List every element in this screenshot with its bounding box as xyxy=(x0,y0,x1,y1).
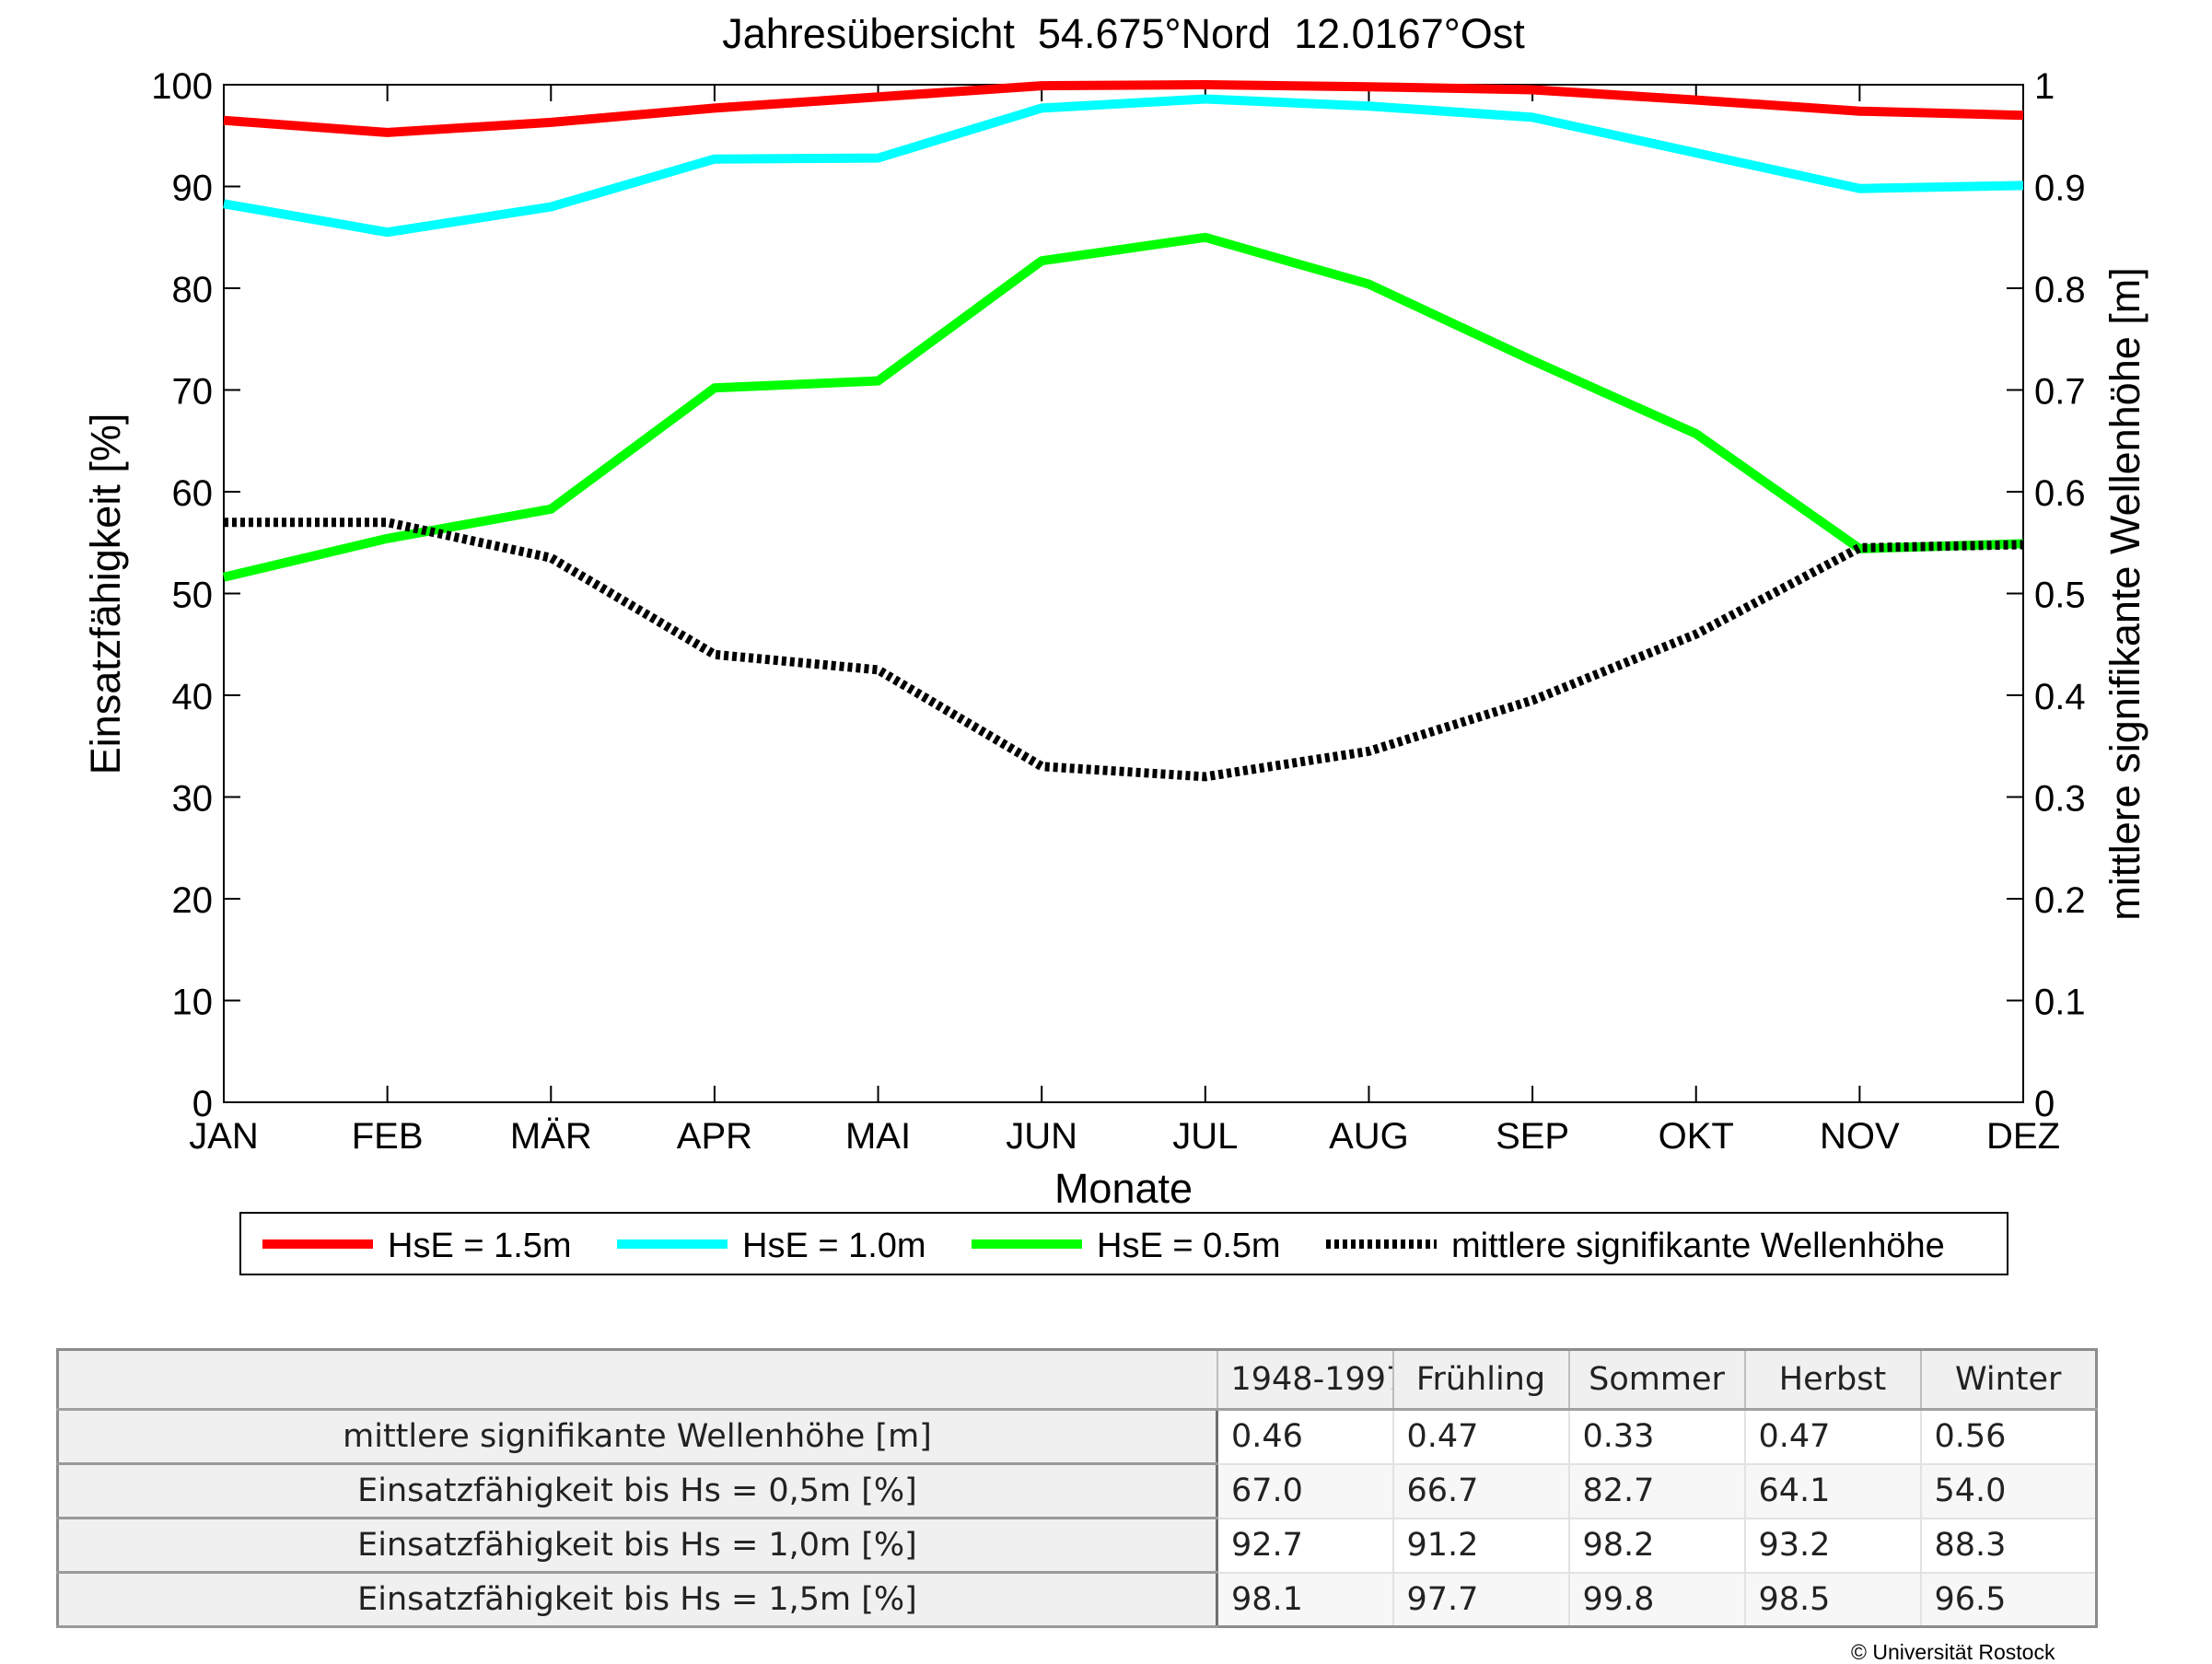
x-tick-label: JUN xyxy=(1006,1116,1077,1157)
series-line xyxy=(223,80,2024,137)
x-tick-label: DEZ xyxy=(1986,1116,2060,1157)
chart-title: Jahresübersicht 54.675°Nord 12.0167°Ost xyxy=(722,10,1525,57)
table-cell: 98.5 xyxy=(1743,1571,1922,1628)
table-cell: 98.1 xyxy=(1216,1571,1394,1628)
table-column-header: Herbst xyxy=(1743,1348,1922,1411)
table-column-header: Frühling xyxy=(1391,1348,1570,1411)
x-tick-label: FEB xyxy=(352,1116,424,1157)
summary-table: 1948-1997 Frühling Sommer Herbst Winter … xyxy=(56,1348,2098,1628)
table-cell: 64.1 xyxy=(1743,1462,1922,1519)
x-tick-label: AUG xyxy=(1329,1116,1409,1157)
y2-tick-label: 0.3 xyxy=(2034,779,2086,820)
y-tick-label: 20 xyxy=(172,880,214,921)
x-tick-label: JUL xyxy=(1172,1116,1238,1157)
y2-tick-label: 1 xyxy=(2034,66,2055,107)
y-tick-label: 70 xyxy=(172,372,214,413)
table-cell: 88.3 xyxy=(1919,1517,2098,1574)
y-tick-label: 40 xyxy=(172,677,214,717)
copyright-notice: © Universität Rostock xyxy=(1851,1640,2055,1664)
x-tick-label: APR xyxy=(677,1116,752,1157)
y-tick-label: 80 xyxy=(172,270,214,310)
y-tick-label: 50 xyxy=(172,576,214,616)
y-tick-label: 30 xyxy=(172,779,214,820)
y2-axis-label: mittlere signifikante Wellenhöhe [m] xyxy=(2101,267,2148,921)
legend-label: HsE = 1.0m xyxy=(742,1227,926,1265)
y2-tick-label: 0.9 xyxy=(2034,169,2086,209)
y-tick-label: 100 xyxy=(151,66,213,107)
table-row: mittlere signifikante Wellenhöhe [m] 0.4… xyxy=(56,1408,2098,1465)
plot-area xyxy=(223,84,2024,1103)
table-corner-cell xyxy=(56,1348,1218,1411)
y2-tick-label: 0.4 xyxy=(2034,677,2086,717)
table-cell: 92.7 xyxy=(1216,1517,1394,1574)
table-cell: 99.8 xyxy=(1567,1571,1746,1628)
table-column-header: Winter xyxy=(1919,1348,2098,1411)
table-cell: 66.7 xyxy=(1391,1462,1570,1519)
y-tick-label: 0 xyxy=(192,1084,213,1124)
table-cell: 0.47 xyxy=(1743,1408,1922,1465)
y-axis-label: Einsatzfähigkeit [%] xyxy=(82,413,129,775)
x-tick-label: SEP xyxy=(1496,1116,1569,1157)
table-cell: 98.2 xyxy=(1567,1517,1746,1574)
table-cell: 0.56 xyxy=(1919,1408,2098,1465)
x-axis-label: Monate xyxy=(1054,1165,1193,1212)
table-column-header: Sommer xyxy=(1567,1348,1746,1411)
series-line xyxy=(224,518,2024,782)
table-cell: 0.47 xyxy=(1391,1408,1570,1465)
table-cell: 0.46 xyxy=(1216,1408,1394,1465)
legend-label: HsE = 1.5m xyxy=(388,1227,572,1265)
y2-tick-label: 0 xyxy=(2034,1084,2055,1124)
x-tick-label: NOV xyxy=(1820,1116,1900,1157)
x-axis-ticks: JAN FEB MÄR APR MAI JUN JUL AUG SEP OKT NOV DEZ xyxy=(189,85,2060,1157)
y2-tick-label: 0.8 xyxy=(2034,270,2086,310)
x-tick-label: MÄR xyxy=(510,1116,592,1157)
table-row: Einsatzfähigkeit bis Hs = 1,5m [%] 98.1 … xyxy=(56,1571,2098,1628)
table-header-row: 1948-1997 Frühling Sommer Herbst Winter xyxy=(56,1348,2098,1411)
table-cell: 96.5 xyxy=(1919,1571,2098,1628)
table-cell: 67.0 xyxy=(1216,1462,1394,1519)
y2-axis-ticks: 0 0.1 0.2 0.3 0.4 0.5 0.6 0.7 0.8 0.9 1 xyxy=(2007,66,2086,1124)
series-lines xyxy=(222,80,2024,782)
table-column-header: 1948-1997 xyxy=(1216,1348,1394,1411)
y-tick-label: 60 xyxy=(172,473,214,514)
table-cell: 54.0 xyxy=(1919,1462,2098,1519)
table-cell: 0.33 xyxy=(1567,1408,1746,1465)
series-line xyxy=(223,94,2024,238)
table-cell: 97.7 xyxy=(1391,1571,1570,1628)
table-cell: 93.2 xyxy=(1743,1517,1922,1574)
legend: HsE = 1.5m HsE = 1.0m HsE = 0.5m mittlere s… xyxy=(239,1212,2008,1275)
legend-label: HsE = 0.5m xyxy=(1097,1227,1281,1265)
y2-tick-label: 0.6 xyxy=(2034,473,2086,514)
legend-label: mittlere signifikante Wellenhöhe xyxy=(1451,1227,1945,1265)
table-cell: 82.7 xyxy=(1567,1462,1746,1519)
x-tick-label: JAN xyxy=(189,1116,259,1157)
table-row: Einsatzfähigkeit bis Hs = 1,0m [%] 92.7 … xyxy=(56,1517,2098,1574)
table-row-label: Einsatzfähigkeit bis Hs = 1,5m [%] xyxy=(56,1571,1218,1628)
y2-tick-label: 0.5 xyxy=(2034,576,2086,616)
legend-box xyxy=(239,1212,2008,1275)
y-tick-label: 10 xyxy=(172,983,214,1023)
series-line xyxy=(222,232,2024,582)
table-row-label: Einsatzfähigkeit bis Hs = 1,0m [%] xyxy=(56,1517,1218,1574)
y2-tick-label: 0.1 xyxy=(2034,983,2086,1023)
table-row-label: Einsatzfähigkeit bis Hs = 0,5m [%] xyxy=(56,1462,1218,1519)
table-row: Einsatzfähigkeit bis Hs = 0,5m [%] 67.0 … xyxy=(56,1462,2098,1519)
x-tick-label: MAI xyxy=(845,1116,911,1157)
x-tick-label: OKT xyxy=(1659,1116,1734,1157)
y-axis-ticks: 0 10 20 30 40 50 60 70 80 90 100 xyxy=(151,66,240,1124)
table-cell: 91.2 xyxy=(1391,1517,1570,1574)
y2-tick-label: 0.2 xyxy=(2034,880,2086,921)
table-row-label: mittlere signifikante Wellenhöhe [m] xyxy=(56,1408,1218,1465)
y2-tick-label: 0.7 xyxy=(2034,372,2086,413)
y-tick-label: 90 xyxy=(172,169,214,209)
